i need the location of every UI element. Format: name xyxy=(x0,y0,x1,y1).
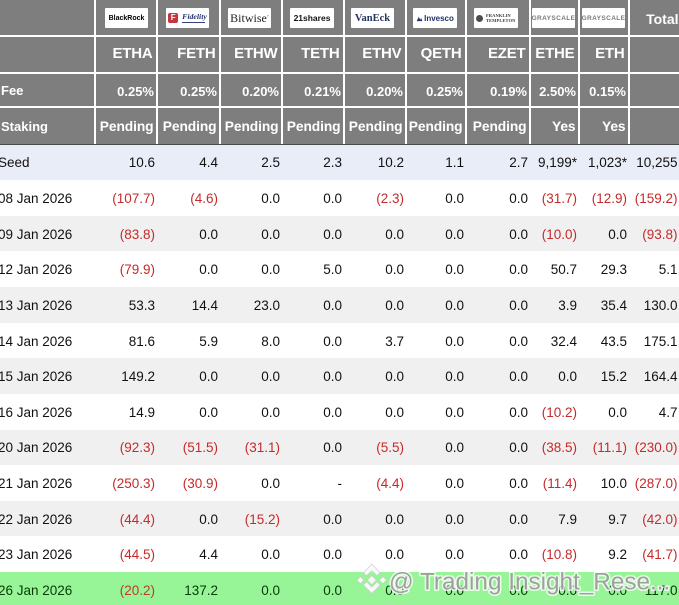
svg-text:@ Trading Insight_Rese...: @ Trading Insight_Rese... xyxy=(389,569,670,596)
